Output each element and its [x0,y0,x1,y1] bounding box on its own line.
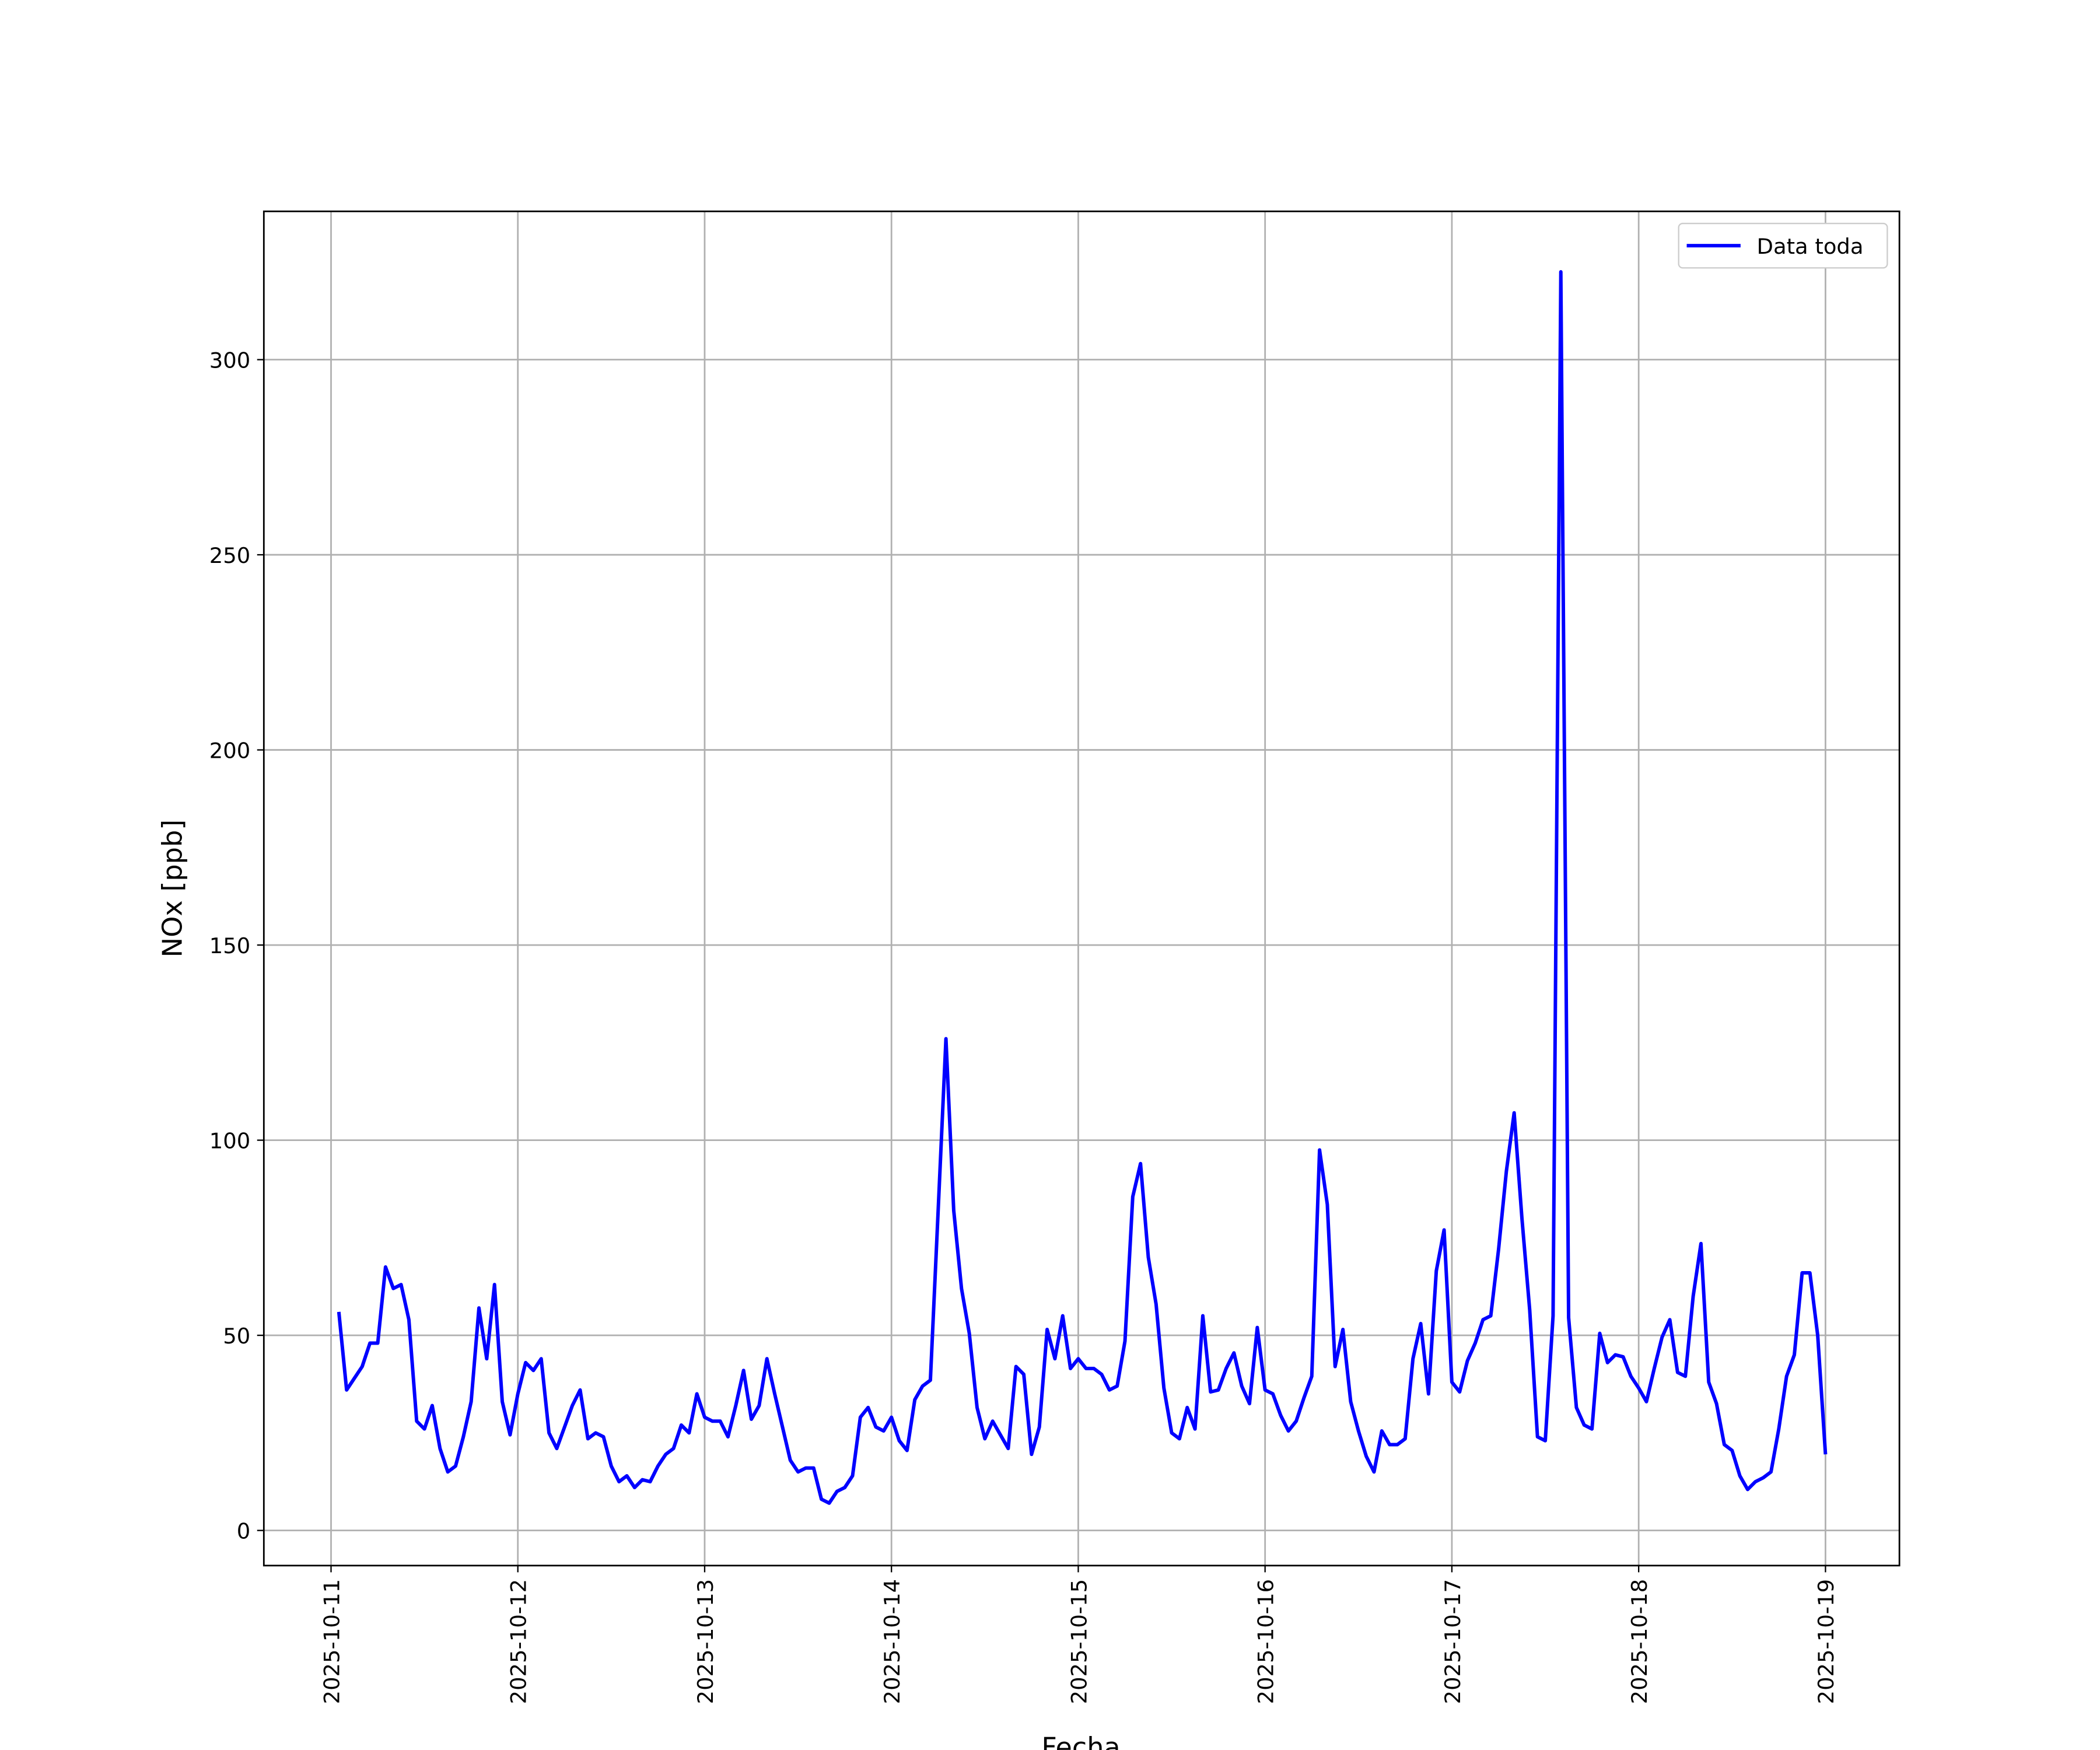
x-tick-label: 2025-10-16 [1254,1579,1279,1704]
legend-label: Data toda [1757,234,1864,259]
y-axis-label: NOx [ppb] [157,820,188,958]
x-tick-label: 2025-10-12 [506,1579,531,1704]
x-tick-label: 2025-10-14 [880,1579,905,1704]
legend-box [1678,222,1888,269]
plot-frame [262,210,1901,1567]
x-tick-label: 2025-10-17 [1440,1579,1465,1704]
x-axis-label: Fecha [1041,1732,1120,1750]
y-tick-label: 250 [209,543,250,568]
x-tick-label: 2025-10-11 [319,1579,344,1704]
x-tick-label: 2025-10-13 [693,1579,718,1704]
y-tick-label: 300 [209,348,250,373]
y-tick-label: 100 [209,1128,250,1153]
x-tick-label: 2025-10-18 [1627,1579,1652,1704]
x-tick-label: 2025-10-15 [1066,1579,1091,1704]
y-tick-label: 50 [223,1324,250,1349]
data-line [337,270,1828,1505]
y-tick-label: 0 [237,1518,250,1544]
y-tick-label: 200 [209,738,250,763]
y-tick-label: 150 [209,933,250,958]
x-tick-label: 2025-10-19 [1814,1579,1839,1704]
